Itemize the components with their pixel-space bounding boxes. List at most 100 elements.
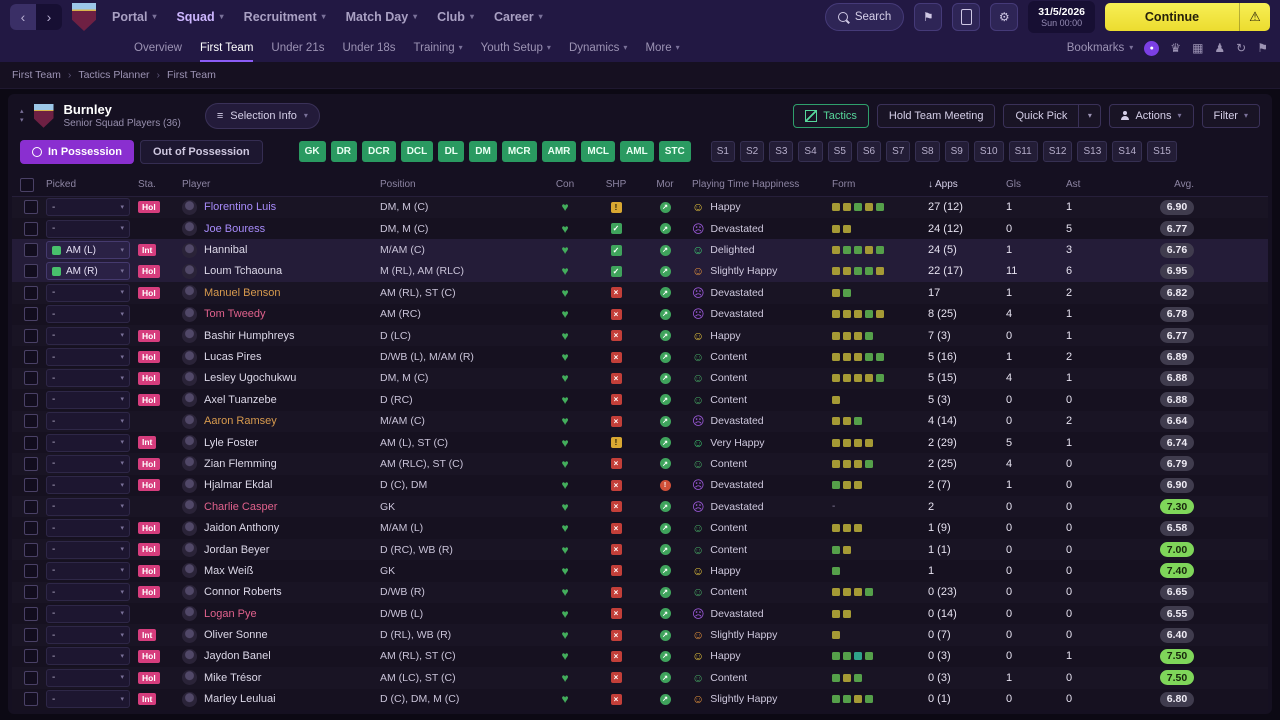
player-row[interactable]: - ▾ Hol Connor Roberts D/WB (R) ♥ × ↗ ☺ Content 0 …	[12, 581, 1268, 604]
slot-button-s14[interactable]: S14	[1112, 141, 1143, 163]
menu-career[interactable]: Career ▾	[494, 10, 543, 24]
player-name[interactable]: Axel Tuanzebe	[204, 393, 277, 406]
clipboard-icon[interactable]: ▦	[1192, 41, 1204, 55]
picked-dropdown[interactable]: - ▾	[46, 668, 130, 687]
player-row[interactable]: - ▾ Hol Zian Flemming AM (RLC), ST (C) ♥ × ↗ ☺ Co…	[12, 453, 1268, 475]
player-name[interactable]: Hjalmar Ekdal	[204, 479, 273, 492]
col-picked[interactable]: Picked	[46, 179, 77, 191]
position-button-dm[interactable]: DM	[469, 141, 497, 163]
player-row[interactable]: - ▾ Hol Axel Tuanzebe D (RC) ♥ × ↗ ☺ Content 5 (3)…	[12, 389, 1268, 411]
breadcrumb-item[interactable]: First Team	[12, 69, 61, 81]
trophy-icon[interactable]: ♛	[1170, 41, 1182, 55]
menu-club[interactable]: Club ▾	[437, 10, 474, 24]
player-name[interactable]: Oliver Sonne	[204, 629, 268, 642]
row-checkbox[interactable]	[24, 542, 38, 557]
picked-dropdown[interactable]: - ▾	[46, 219, 130, 238]
tab-youth-setup[interactable]: Youth Setup ▾	[481, 34, 551, 62]
col-form[interactable]: Form	[832, 179, 856, 191]
player-name[interactable]: Lesley Ugochukwu	[204, 372, 297, 385]
position-button-stc[interactable]: STC	[658, 141, 691, 163]
row-checkbox[interactable]	[24, 371, 38, 386]
picked-dropdown[interactable]: - ▾	[46, 283, 130, 302]
position-button-amr[interactable]: AMR	[541, 141, 577, 163]
breadcrumb-item[interactable]: First Team	[167, 69, 216, 81]
col-mor[interactable]: Mor	[656, 179, 674, 191]
player-row[interactable]: - ▾ Hol Lucas Pires D/WB (L), M/AM (R) ♥ × ↗ ☺ Co…	[12, 346, 1268, 368]
row-checkbox[interactable]	[24, 414, 38, 429]
player-row[interactable]: - ▾ Int Marley Leuluai D (C), DM, M (C) ♥ × ↗ ☺ S…	[12, 688, 1268, 710]
col-con[interactable]: Con	[555, 179, 575, 191]
row-checkbox[interactable]	[24, 200, 38, 215]
row-checkbox[interactable]	[24, 521, 38, 536]
bookmark-flag-button[interactable]: ⚑	[914, 3, 943, 31]
squad-icon[interactable]: ♟	[1214, 41, 1226, 55]
player-name[interactable]: Lyle Foster	[204, 436, 259, 449]
tab-under-21s[interactable]: Under 21s	[271, 34, 324, 62]
filter-dropdown[interactable]: Filter ▾	[1201, 103, 1260, 128]
menu-squad[interactable]: Squad ▾	[176, 10, 223, 24]
position-button-mcr[interactable]: MCR	[501, 141, 537, 163]
col-apps[interactable]: ↓ Apps	[928, 179, 958, 191]
picked-dropdown[interactable]: - ▾	[46, 326, 130, 345]
player-name[interactable]: Manuel Benson	[204, 286, 281, 299]
in-possession-toggle[interactable]: In Possession	[20, 139, 134, 164]
search-button[interactable]: Search	[824, 3, 905, 31]
pin-icon[interactable]: ⚑	[1257, 41, 1268, 55]
row-checkbox[interactable]	[24, 628, 38, 643]
picked-dropdown[interactable]: - ▾	[46, 454, 130, 473]
picked-dropdown[interactable]: - ▾	[46, 561, 130, 580]
player-name[interactable]: Zian Flemming	[204, 457, 277, 470]
row-checkbox[interactable]	[24, 264, 38, 279]
player-name[interactable]: Tom Tweedy	[204, 308, 266, 321]
col-gls[interactable]: Gls	[1006, 179, 1021, 191]
player-name[interactable]: Jordan Beyer	[204, 543, 270, 556]
continue-button[interactable]: Continue ⚠	[1105, 3, 1270, 31]
slot-button-s9[interactable]: S9	[944, 141, 969, 163]
picked-dropdown[interactable]: - ▾	[46, 626, 130, 645]
collapse-down-icon[interactable]: ▾	[20, 116, 24, 124]
position-button-gk[interactable]: GK	[298, 141, 326, 163]
bookmarks-dropdown[interactable]: Bookmarks ▾	[1067, 42, 1134, 54]
player-name[interactable]: Hannibal	[204, 244, 248, 257]
picked-dropdown[interactable]: - ▾	[46, 390, 130, 409]
player-name[interactable]: Max Weiß	[204, 564, 254, 577]
row-checkbox[interactable]	[24, 435, 38, 450]
back-button[interactable]: ‹	[10, 4, 36, 30]
row-checkbox[interactable]	[24, 221, 38, 236]
breadcrumb-item[interactable]: Tactics Planner	[78, 69, 150, 81]
menu-portal[interactable]: Portal ▾	[112, 10, 156, 24]
slot-button-s1[interactable]: S1	[710, 141, 735, 163]
player-name[interactable]: Aaron Ramsey	[204, 415, 277, 428]
player-name[interactable]: Jaydon Banel	[204, 650, 271, 663]
player-row[interactable]: - ▾ Hol Bashir Humphreys D (LC) ♥ × ↗ ☺ Happy 7 (3…	[12, 324, 1268, 347]
player-name[interactable]: Loum Tchaouna	[204, 265, 283, 278]
player-row[interactable]: - ▾ Aaron Ramsey M/AM (C) ♥ × ↗ ☹ Devastated 4 (1…	[12, 410, 1268, 432]
row-checkbox[interactable]	[24, 606, 38, 621]
quick-pick-dropdown[interactable]: ▾	[1079, 103, 1102, 128]
slot-button-s4[interactable]: S4	[798, 141, 823, 163]
player-row[interactable]: AM (R) ▾ Hol Loum Tchaouna M (RL), AM (RLC) ♥…	[12, 260, 1268, 283]
player-row[interactable]: - ▾ Hol Lesley Ugochukwu DM, M (C) ♥ × ↗ ☺ Conten…	[12, 367, 1268, 390]
tab-training[interactable]: Training ▾	[414, 34, 463, 62]
forward-button[interactable]: ›	[46, 9, 52, 25]
player-row[interactable]: AM (L) ▾ Int Hannibal M/AM (C) ♥ ✓ ↗ ☺ Delighted 2…	[12, 239, 1268, 261]
club-crest[interactable]	[72, 3, 96, 31]
player-name[interactable]: Mike Trésor	[204, 671, 262, 684]
player-row[interactable]: - ▾ Int Lyle Foster AM (L), ST (C) ♥! ↗ ☺ Very H…	[12, 431, 1268, 454]
picked-dropdown[interactable]: - ▾	[46, 497, 130, 516]
col-player[interactable]: Player	[182, 179, 211, 191]
selection-info-dropdown[interactable]: ≡ Selection Info ▾	[204, 102, 320, 129]
row-checkbox[interactable]	[24, 456, 38, 471]
player-row[interactable]: - ▾ Hol Jaidon Anthony M/AM (L) ♥ × ↗ ☺ Content 1 …	[12, 517, 1268, 539]
menu-match-day[interactable]: Match Day ▾	[346, 10, 418, 24]
collapse-up-icon[interactable]: ▴	[20, 107, 24, 115]
picked-dropdown[interactable]: - ▾	[46, 369, 130, 388]
position-button-dl[interactable]: DL	[438, 141, 465, 163]
slot-button-s15[interactable]: S15	[1147, 141, 1177, 163]
position-button-dcl[interactable]: DCL	[400, 141, 434, 163]
slot-button-s10[interactable]: S10	[973, 141, 1004, 163]
col-sta[interactable]: Sta.	[138, 179, 156, 191]
tab-more[interactable]: More ▾	[645, 34, 679, 62]
device-button[interactable]	[952, 3, 981, 31]
picked-dropdown[interactable]: AM (L) ▾	[46, 241, 130, 260]
